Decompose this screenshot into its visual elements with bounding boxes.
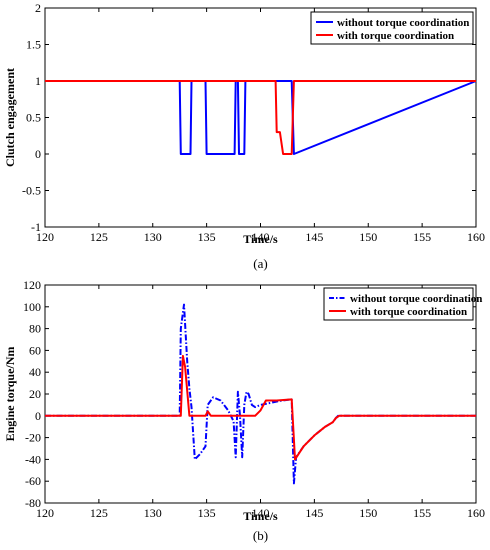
series-line-1	[45, 303, 476, 485]
chart-panel-1: 120 125 130 135 140 145 150 155 160 -1 -0.5 0 0.5 1 1.…	[3, 1, 485, 271]
x-tick-label: 120	[36, 230, 54, 244]
y-tick-label: 1.5	[26, 38, 41, 52]
y-tick-label: 0.5	[26, 111, 41, 125]
y-axis-label: Clutch engagement	[3, 68, 17, 167]
panel-caption: (b)	[253, 528, 268, 543]
y-tick-label: 0	[35, 147, 41, 161]
legend-entry-2: with torque coordination	[337, 30, 454, 42]
series-line-2	[45, 354, 476, 461]
x-tick-label: 155	[413, 230, 431, 244]
x-tick-label: 130	[144, 506, 162, 520]
x-axis-label: Time/s	[243, 232, 278, 246]
chart-panel-2: 120 125 130 135 140 145 150 155 160 -80 -60 -40 -20 0…	[3, 278, 485, 543]
y-tick-label: 1	[35, 74, 41, 88]
x-tick-label: 125	[90, 230, 108, 244]
x-tick-label: 145	[305, 506, 323, 520]
x-tick-label: 135	[198, 230, 216, 244]
y-tick-label: -60	[25, 474, 41, 488]
legend-entry-1: without torque coordination	[350, 293, 482, 305]
x-tick-label: 145	[305, 230, 323, 244]
panel-caption: (a)	[253, 256, 267, 271]
y-tick-label: 120	[23, 278, 41, 292]
series-line-1	[45, 80, 477, 155]
y-tick-label: 0	[35, 409, 41, 423]
y-tick-label: 2	[35, 1, 41, 15]
x-tick-label: 150	[359, 230, 377, 244]
x-axis-label: Time/s	[243, 509, 278, 523]
x-tick-label: 120	[36, 506, 54, 520]
legend-entry-1: without torque coordination	[337, 17, 469, 29]
x-tick-label: 130	[144, 230, 162, 244]
y-tick-label: -1	[31, 220, 41, 234]
x-tick-label: 150	[359, 506, 377, 520]
legend-box	[310, 11, 474, 45]
y-tick-label: 20	[29, 387, 41, 401]
y-tick-label: -20	[25, 431, 41, 445]
y-tick-label: 80	[29, 322, 41, 336]
x-tick-label: 155	[413, 506, 431, 520]
legend-box	[323, 287, 474, 321]
legend-entry-2: with torque coordination	[350, 306, 467, 318]
x-tick-label: 135	[198, 506, 216, 520]
y-tick-label: 60	[29, 343, 41, 357]
y-tick-label: 100	[23, 300, 41, 314]
y-tick-label: -40	[25, 452, 41, 466]
x-tick-label: 160	[467, 230, 485, 244]
y-tick-label: 40	[29, 365, 41, 379]
y-tick-label: -0.5	[22, 184, 41, 198]
x-tick-label: 125	[90, 506, 108, 520]
x-tick-label: 140	[252, 230, 270, 244]
y-tick-label: -80	[25, 496, 41, 510]
y-axis-label: Engine torque/Nm	[3, 347, 17, 442]
x-tick-label: 160	[467, 506, 485, 520]
series-line-2	[45, 80, 476, 155]
x-tick-label: 140	[252, 506, 270, 520]
